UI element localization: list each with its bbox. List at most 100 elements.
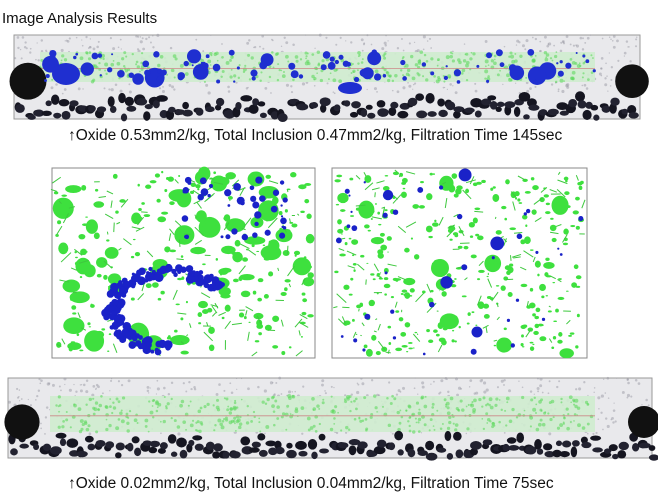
inclusion-blue [363, 181, 366, 184]
inclusion-green [402, 187, 406, 190]
speckle [48, 382, 51, 385]
inclusion-green [79, 349, 84, 352]
fiber [352, 331, 357, 338]
inclusion-green [532, 343, 535, 346]
pebble [543, 443, 553, 451]
inclusion-green [490, 187, 494, 191]
speckle [318, 33, 322, 37]
speckle [63, 377, 67, 381]
inclusion-green [233, 401, 237, 405]
pebble [179, 449, 188, 459]
inclusion-blue [453, 69, 462, 77]
inclusion-blue [52, 63, 80, 85]
pebble [59, 438, 67, 447]
speckle [80, 384, 83, 386]
inclusion-blue [445, 65, 448, 68]
inclusion-green [507, 292, 513, 298]
speckle [447, 390, 450, 394]
inclusion-green [434, 219, 437, 223]
speckle [95, 388, 97, 390]
inclusion-green [465, 60, 470, 65]
fiber [555, 224, 562, 228]
inclusion-green [280, 291, 287, 297]
inclusion-green [509, 263, 514, 267]
pebble [568, 98, 578, 108]
inclusion-green [357, 69, 359, 72]
speckle [634, 378, 638, 382]
speckle [156, 33, 160, 37]
inclusion-blue [329, 56, 335, 62]
inclusion-green [242, 257, 249, 262]
fiber [373, 330, 377, 333]
speckle [190, 387, 193, 391]
pebble [230, 451, 241, 459]
inclusion-green [247, 53, 251, 57]
inclusion-green [254, 340, 260, 343]
inclusion-green [157, 216, 167, 223]
inclusion-blue [495, 49, 503, 57]
pebble [118, 92, 126, 104]
speckle [63, 88, 67, 91]
fiber [385, 351, 391, 354]
inclusion-green [345, 425, 349, 430]
fiber [112, 343, 118, 353]
speckle [629, 60, 632, 63]
speckle [117, 380, 121, 383]
inclusion-blue [364, 313, 371, 320]
inclusion-green [190, 182, 197, 188]
speckle [593, 387, 596, 389]
fiber [355, 175, 361, 180]
speckle [647, 404, 650, 407]
inclusion-green [574, 404, 578, 409]
speckle [261, 34, 264, 38]
speckle [110, 378, 113, 380]
fiber [441, 181, 447, 185]
inclusion-green [416, 65, 421, 69]
inclusion-green [428, 339, 434, 344]
speckle [604, 392, 607, 394]
inclusion-green [390, 296, 394, 299]
inclusion-green [108, 333, 112, 336]
speckle [40, 422, 42, 425]
inclusion-green [388, 74, 392, 78]
inclusion-green [271, 51, 274, 54]
speckle [597, 418, 600, 421]
inclusion-blue [225, 234, 231, 240]
inclusion-green [414, 331, 418, 334]
inclusion-green [92, 397, 95, 400]
inclusion-green [428, 235, 433, 239]
inclusion-blue [322, 51, 331, 59]
fiber [532, 256, 536, 263]
speckle [613, 402, 615, 404]
inclusion-green [454, 233, 459, 238]
fiber [394, 169, 398, 173]
inclusion-green [200, 223, 208, 227]
fiber [193, 200, 201, 205]
inclusion-green [368, 299, 375, 307]
speckle [291, 391, 293, 393]
inclusion-green [316, 50, 321, 55]
speckle [101, 392, 104, 395]
speckle [27, 398, 29, 401]
inclusion-green [311, 53, 315, 56]
inclusion-blue [128, 72, 135, 78]
speckle [609, 85, 612, 87]
inclusion-green [524, 190, 531, 194]
fiber [374, 192, 376, 198]
speckle [465, 432, 468, 435]
pebble [134, 447, 142, 457]
inclusion-green [187, 404, 190, 407]
inclusion-green [485, 412, 489, 416]
fiber [77, 312, 81, 319]
inclusion-green [95, 430, 99, 434]
inclusion-green [412, 204, 420, 209]
inclusion-green [465, 63, 469, 68]
inclusion-green [571, 60, 576, 65]
inclusion-green [404, 63, 409, 68]
inclusion-blue [556, 62, 559, 65]
speckle [548, 432, 552, 436]
inclusion-green [492, 262, 500, 270]
pebble [149, 440, 161, 448]
speckle [75, 36, 78, 39]
inclusion-green [356, 304, 362, 309]
